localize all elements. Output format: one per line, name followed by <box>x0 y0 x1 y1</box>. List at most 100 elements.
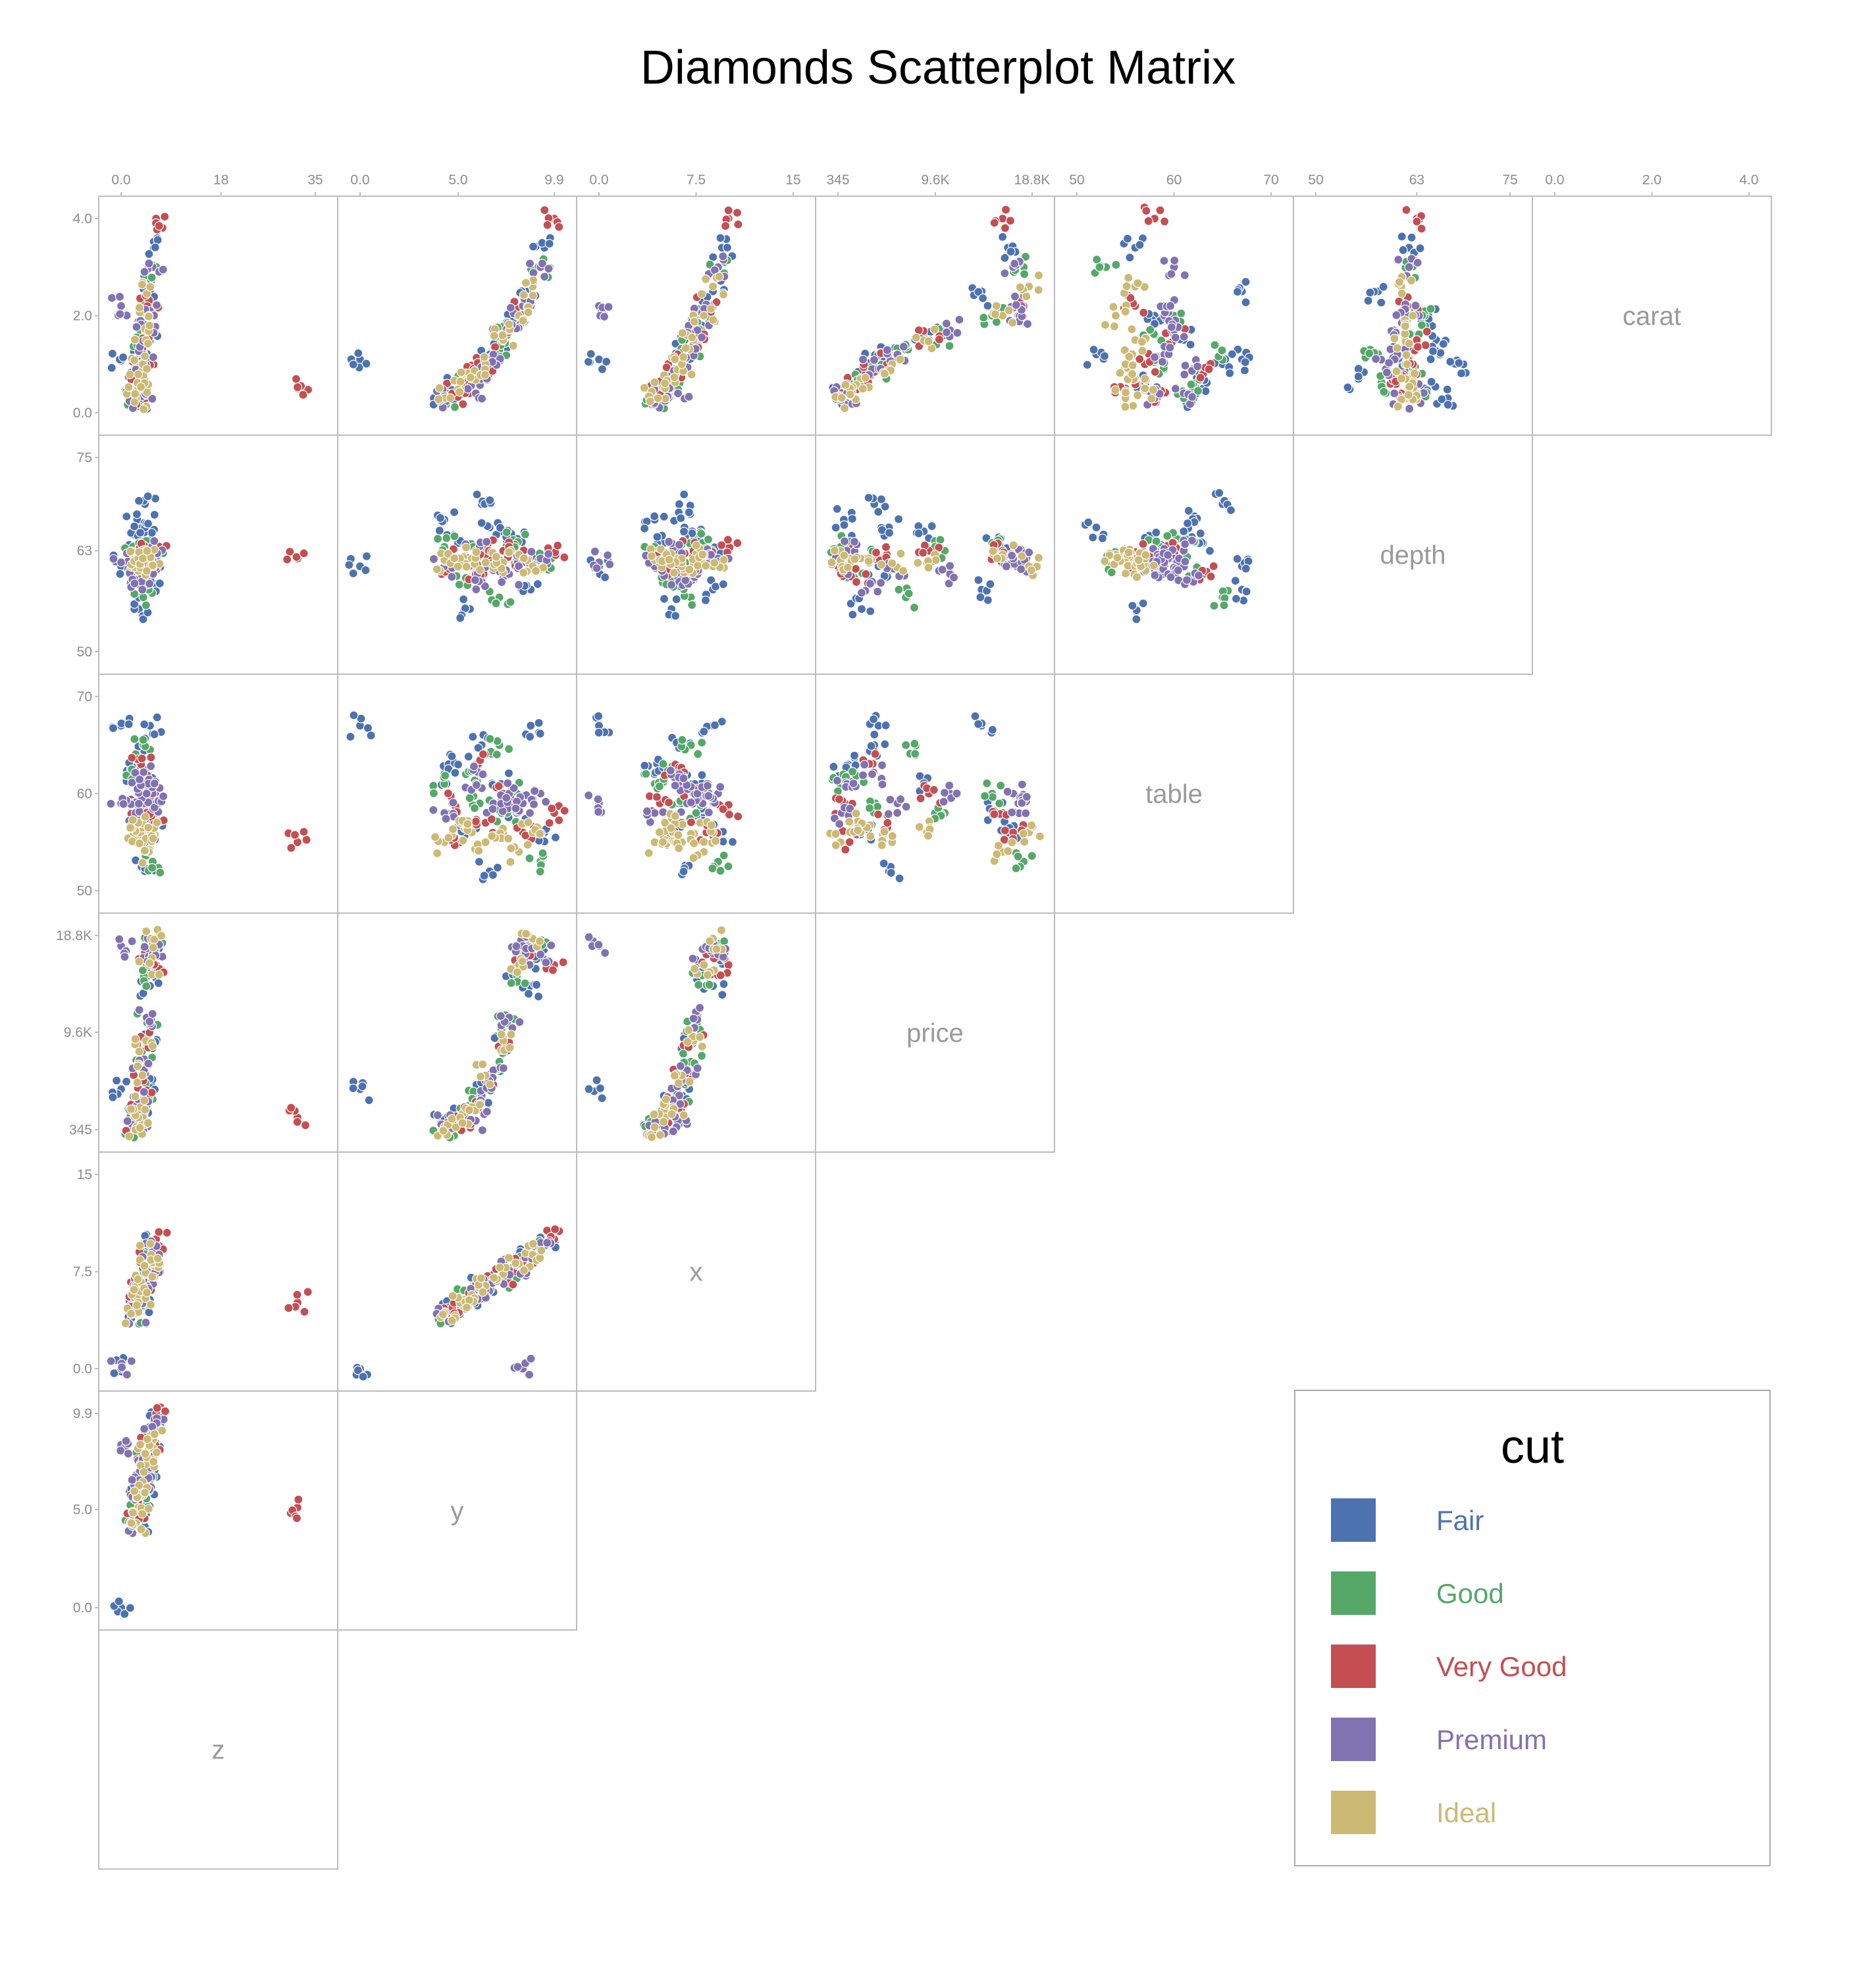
point-cloud-premium <box>448 798 458 808</box>
point-cloud-ideal <box>1137 337 1147 347</box>
point-cloud-premium <box>675 1061 686 1071</box>
point-cloud-good <box>694 980 704 990</box>
point-cloud-ideal <box>143 822 153 833</box>
point-cloud-fair <box>528 242 538 251</box>
point-cloud-ideal <box>850 554 860 564</box>
point-cloud-premium <box>118 799 128 809</box>
point-cloud-premium <box>684 392 694 402</box>
point-cloud-premium <box>525 259 535 269</box>
point-cloud-fair <box>584 1084 594 1094</box>
point-cloud-very-good <box>286 1103 296 1113</box>
point-cloud-premium <box>139 1087 149 1097</box>
point-cloud-fair <box>533 991 544 1001</box>
point-cloud-premium <box>1390 388 1399 398</box>
point-cloud-fair <box>450 768 460 778</box>
point-cloud-very-good <box>458 399 468 409</box>
point-cloud-ideal <box>895 354 905 365</box>
point-cloud-ideal <box>931 555 941 565</box>
point-cloud-ideal <box>1390 333 1399 344</box>
point-cloud-very-good <box>152 1403 162 1413</box>
point-cloud-fair <box>914 529 924 539</box>
point-fair-7 <box>453 760 463 770</box>
point-premium-3 <box>1404 262 1414 272</box>
point-cloud-fair <box>1426 354 1436 364</box>
point-cloud-ideal <box>140 1095 149 1105</box>
point-cloud-ideal <box>521 278 531 288</box>
point-cloud-premium <box>515 1017 525 1027</box>
point-cloud-fair <box>361 565 371 575</box>
point-cloud-fair <box>1240 357 1250 367</box>
point-cloud-premium <box>1384 357 1394 368</box>
point-cloud-premium <box>524 1370 534 1380</box>
point-cloud-fair <box>1083 517 1093 527</box>
point-cloud-very-good <box>916 793 925 803</box>
point-cloud-ideal <box>461 1303 472 1313</box>
point-cloud-ideal <box>139 1467 149 1477</box>
point-cloud-premium <box>527 546 536 557</box>
point-cloud-premium <box>697 332 707 342</box>
point-cloud-fair <box>122 512 132 521</box>
point-cloud-ideal <box>461 542 471 552</box>
point-cloud-fair <box>597 364 608 374</box>
point-cloud-very-good <box>550 1224 560 1234</box>
point-cloud-premium <box>482 1107 492 1117</box>
point-cloud-fair <box>1442 384 1452 394</box>
point-cloud-good <box>716 866 725 876</box>
point-cloud-ideal <box>1108 302 1118 312</box>
point-cloud-premium <box>1187 392 1197 402</box>
variable-label-price: price <box>906 1019 964 1048</box>
point-cloud-fair <box>650 512 660 521</box>
point-cloud-ideal <box>690 964 700 974</box>
point-cloud-premium <box>1166 269 1176 279</box>
point-cloud-good <box>442 533 452 543</box>
point-cloud-good <box>708 864 717 874</box>
point-cloud-good <box>996 781 1006 791</box>
point-cloud-very-good <box>553 540 563 550</box>
point-cloud-ideal <box>126 1104 136 1114</box>
point-cloud-fair <box>597 1093 607 1103</box>
cell-depth-vs-z <box>98 434 338 675</box>
point-cloud-premium <box>134 774 145 785</box>
point-cloud-fair <box>364 1095 374 1105</box>
point-cloud-ideal <box>1120 345 1130 356</box>
point-cloud-premium <box>1180 369 1189 380</box>
cell-z-vs-z: z <box>98 1629 338 1870</box>
point-cloud-premium <box>1179 332 1189 342</box>
point-cloud-fair <box>346 731 355 742</box>
point-cloud-very-good <box>299 548 309 558</box>
point-cloud-fair <box>670 611 681 621</box>
point-ideal-3 <box>481 558 490 567</box>
point-cloud-fair <box>1122 234 1133 244</box>
point-cloud-ideal <box>140 1449 150 1459</box>
point-cloud-very-good <box>292 1117 302 1127</box>
point-cloud-premium <box>441 814 451 824</box>
point-cloud-fair <box>1353 371 1363 382</box>
point-cloud-very-good <box>300 1307 309 1317</box>
point-cloud-ideal <box>140 351 150 361</box>
cell-depth-vs-table <box>1054 434 1294 675</box>
point-cloud-fair <box>1428 346 1438 356</box>
point-cloud-premium <box>148 352 158 362</box>
point-cloud-premium <box>952 328 962 338</box>
point-fair-8 <box>526 721 536 731</box>
point-cloud-premium <box>1392 310 1401 320</box>
point-cloud-fair <box>112 1076 122 1086</box>
point-cloud-fair <box>727 837 738 847</box>
point-cloud-good <box>641 769 651 779</box>
point-cloud-fair <box>1437 394 1447 404</box>
point-cloud-ideal <box>142 926 151 936</box>
point-cloud-fair <box>1365 288 1375 298</box>
point-cloud-fair <box>1438 339 1448 349</box>
point-cloud-ideal <box>512 967 522 977</box>
point-fair-5 <box>856 604 867 614</box>
point-cloud-premium <box>469 762 479 772</box>
point-cloud-ideal <box>521 929 531 939</box>
point-cloud-premium <box>115 934 124 944</box>
point-cloud-fair <box>1457 368 1467 379</box>
point-cloud-fair <box>676 513 686 523</box>
point-cloud-fair <box>1378 282 1388 292</box>
point-cloud-ideal <box>139 404 149 414</box>
point-cloud-good <box>696 529 706 539</box>
point-cloud-premium <box>593 794 603 804</box>
cell-depth-vs-depth-frame <box>1293 434 1533 675</box>
